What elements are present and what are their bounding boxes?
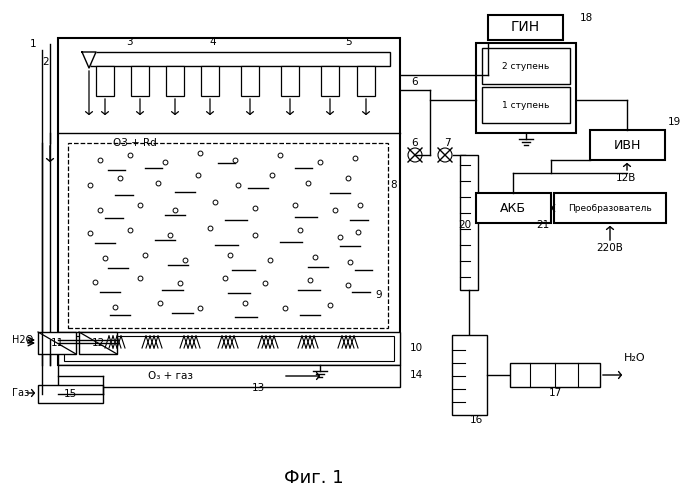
Text: 19: 19 [668, 117, 681, 127]
Text: 11: 11 [50, 338, 63, 348]
Bar [357, 66, 375, 96]
Bar [201, 66, 219, 96]
Bar [64, 336, 394, 361]
Text: 2 ступень: 2 ступень [502, 61, 550, 70]
Text: 1 ступень: 1 ступень [502, 100, 550, 109]
Text: ГИН: ГИН [510, 20, 539, 34]
Bar [452, 335, 487, 415]
Bar [96, 66, 114, 96]
Text: 13: 13 [251, 383, 265, 393]
Bar [281, 66, 299, 96]
Text: 6: 6 [411, 77, 418, 87]
Text: 6: 6 [411, 138, 418, 148]
Text: 16: 16 [470, 415, 483, 425]
Bar [510, 363, 600, 387]
Text: 2: 2 [43, 57, 50, 67]
Text: 1: 1 [30, 39, 36, 49]
Bar [68, 143, 388, 328]
Polygon shape [82, 52, 96, 68]
Text: Н2О: Н2О [12, 335, 33, 345]
Bar [79, 332, 117, 354]
Bar [476, 43, 576, 133]
Text: О3 + Rd: О3 + Rd [113, 138, 157, 148]
Text: 220В: 220В [596, 243, 623, 253]
Bar [476, 193, 551, 223]
Bar [488, 15, 563, 40]
Text: 14: 14 [410, 370, 423, 380]
Text: 10: 10 [410, 343, 423, 353]
Text: 17: 17 [548, 388, 561, 398]
Bar [460, 155, 478, 290]
Text: 8: 8 [390, 180, 396, 190]
Bar [590, 130, 665, 160]
Text: 12В: 12В [616, 173, 636, 183]
Text: 12: 12 [92, 338, 105, 348]
Text: Фиг. 1: Фиг. 1 [284, 469, 344, 487]
Bar [482, 87, 570, 123]
Text: АКБ: АКБ [500, 202, 526, 215]
Bar [58, 365, 400, 387]
Bar [58, 332, 400, 365]
Bar [554, 193, 666, 223]
Bar [38, 385, 103, 403]
Bar [241, 66, 259, 96]
Text: 15: 15 [63, 389, 76, 399]
Text: 18: 18 [580, 13, 593, 23]
Text: 20: 20 [458, 220, 471, 230]
Text: Н₂О: Н₂О [624, 353, 646, 363]
Text: 5: 5 [345, 37, 352, 47]
Text: 9: 9 [375, 290, 382, 300]
Bar [38, 332, 76, 354]
Bar [482, 48, 570, 84]
Bar [58, 38, 400, 365]
Text: 7: 7 [444, 138, 451, 148]
Text: ИВН: ИВН [613, 139, 641, 152]
Text: 21: 21 [537, 220, 550, 230]
Text: 3: 3 [126, 37, 132, 47]
Text: О₃ + газ: О₃ + газ [148, 371, 193, 381]
Text: 4: 4 [210, 37, 216, 47]
Bar [321, 66, 339, 96]
Bar [90, 52, 390, 66]
Text: Газ: Газ [12, 388, 30, 398]
Bar [166, 66, 184, 96]
Text: Преобразователь: Преобразователь [568, 204, 652, 213]
Bar [131, 66, 149, 96]
